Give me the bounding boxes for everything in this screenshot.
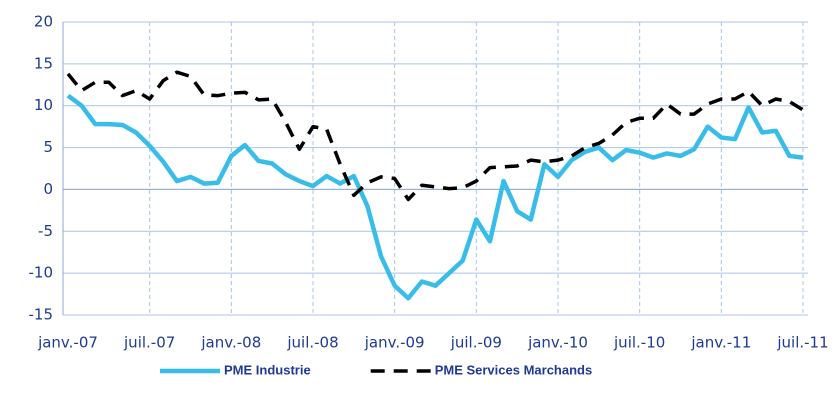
x-tick-label: janv.-08 <box>200 334 261 352</box>
x-tick-label: janv.-10 <box>527 334 588 352</box>
legend-label: PME Services Marchands <box>435 362 593 377</box>
x-tick-label: janv.-07 <box>37 334 98 352</box>
y-tick-label: 5 <box>43 138 53 156</box>
series-line <box>66 70 804 202</box>
x-tick-label: juil.-10 <box>613 334 665 352</box>
y-tick-label: 20 <box>34 13 53 31</box>
y-tick-label: -10 <box>29 264 54 282</box>
legend-label: PME Industrie <box>224 362 311 377</box>
x-tick-label: janv.-09 <box>364 334 425 352</box>
y-tick-label: -5 <box>38 222 53 240</box>
x-tick-label: juil.-08 <box>286 334 338 352</box>
x-tick-label: janv.-11 <box>690 334 751 352</box>
x-tick-label: juil.-09 <box>450 334 502 352</box>
y-tick-label: 10 <box>34 96 53 114</box>
x-tick-label: juil.-11 <box>776 334 828 352</box>
series-line <box>66 93 804 301</box>
y-tick-label: 15 <box>34 54 53 72</box>
x-tick-label: juil.-07 <box>123 334 175 352</box>
y-tick-label: -15 <box>29 306 54 324</box>
y-tick-label: 0 <box>43 180 53 198</box>
